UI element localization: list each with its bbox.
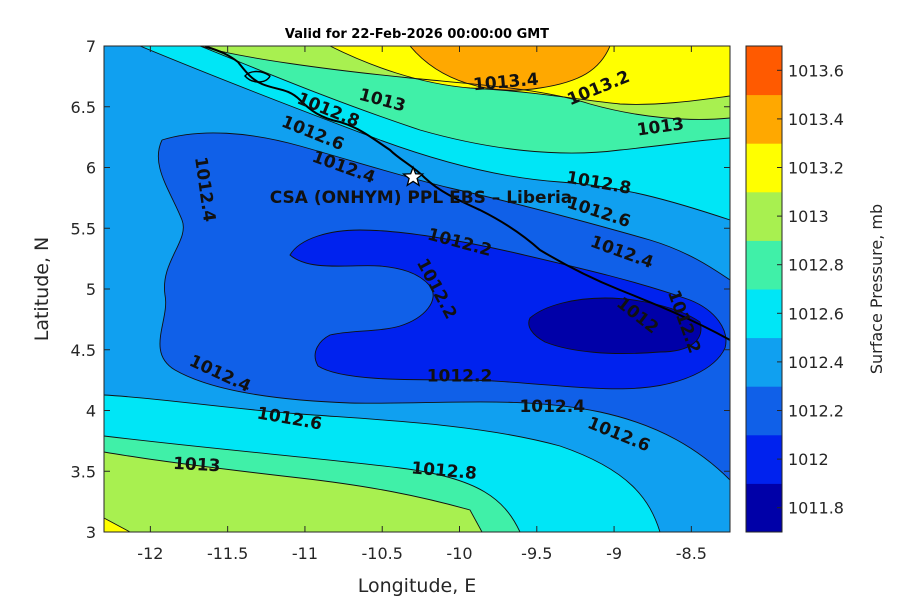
x-tick-label: -9.5: [521, 544, 552, 563]
colorbar-swatch: [746, 143, 782, 193]
site-label: CSA (ONHYM) PPL EBS – Liberia: [270, 188, 573, 208]
colorbar-tick-label: 1011.8: [788, 499, 844, 518]
contour-lines: [104, 46, 730, 532]
colorbar-tick-label: 1013: [788, 207, 829, 226]
y-tick-label: 6: [86, 159, 96, 178]
colorbar-tick-label: 1013.6: [788, 61, 844, 80]
colorbar: 1011.8 1012 1012.2 1012.4 1012.6 1012.8 1013 10…: [745, 45, 844, 533]
y-tick-label: 5: [86, 280, 96, 299]
x-tick-label: -11: [292, 544, 318, 563]
colorbar-tick-label: 1012.8: [788, 256, 844, 275]
y-tick-label: 4: [86, 402, 96, 421]
y-tick-label: 4.5: [71, 341, 96, 360]
x-tick-label: -10: [446, 544, 472, 563]
colorbar-swatch: [746, 434, 782, 484]
y-tick-label: 3: [86, 523, 96, 542]
colorbar-frame: [745, 45, 783, 533]
y-tick-label: 6.5: [71, 98, 96, 117]
contour-label: 1013: [173, 454, 221, 476]
x-tick-label: -12: [137, 544, 163, 563]
x-tick-label: -9: [606, 544, 622, 563]
colorbar-swatch: [746, 46, 782, 96]
colorbar-tick-label: 1012.4: [788, 353, 844, 372]
site-marker: CSA (ONHYM) PPL EBS – Liberia: [270, 165, 573, 208]
band-1013-south: [104, 452, 482, 532]
y-axis-label: Latitude, N: [31, 237, 53, 342]
colorbar-tick-label: 1013.4: [788, 110, 844, 129]
colorbar-label: Surface Pressure, mb: [867, 204, 886, 374]
x-axis: -12 -11.5 -11 -10.5 -10 -9.5 -9 -8.5: [137, 46, 707, 563]
y-axis: 3 3.5 4 4.5 5 5.5 6 6.5 7: [71, 37, 730, 542]
x-axis-label: Longitude, E: [358, 575, 477, 597]
coastline: [204, 46, 730, 341]
x-tick-label: -8.5: [676, 544, 707, 563]
colorbar-tick-label: 1013.2: [788, 159, 844, 178]
colorbar-swatch: [746, 191, 782, 241]
contour-label: 1012.2: [427, 366, 493, 386]
colorbar-swatch: [746, 289, 782, 339]
colorbar-tick-label: 1012.6: [788, 304, 844, 323]
colorbar-tick-label: 1012: [788, 450, 829, 469]
colorbar-swatch: [746, 386, 782, 436]
y-tick-label: 5.5: [71, 219, 96, 238]
y-tick-label: 7: [86, 37, 96, 56]
chart-title: Valid for 22-Feb-2026 00:00:00 GMT: [285, 27, 549, 42]
colorbar-swatch: [746, 94, 782, 144]
colorbar-swatch: [746, 240, 782, 290]
y-tick-label: 3.5: [71, 462, 96, 481]
colorbar-swatch: [746, 483, 782, 533]
x-tick-label: -11.5: [207, 544, 248, 563]
band-1011-8: [528, 298, 701, 354]
x-tick-label: -10.5: [362, 544, 403, 563]
colorbar-swatch: [746, 337, 782, 387]
site-star-icon: [401, 165, 425, 187]
colorbar-tick-label: 1012.2: [788, 402, 844, 421]
contour-label: 1012.4: [519, 397, 585, 417]
band-1013-4: [410, 46, 610, 91]
